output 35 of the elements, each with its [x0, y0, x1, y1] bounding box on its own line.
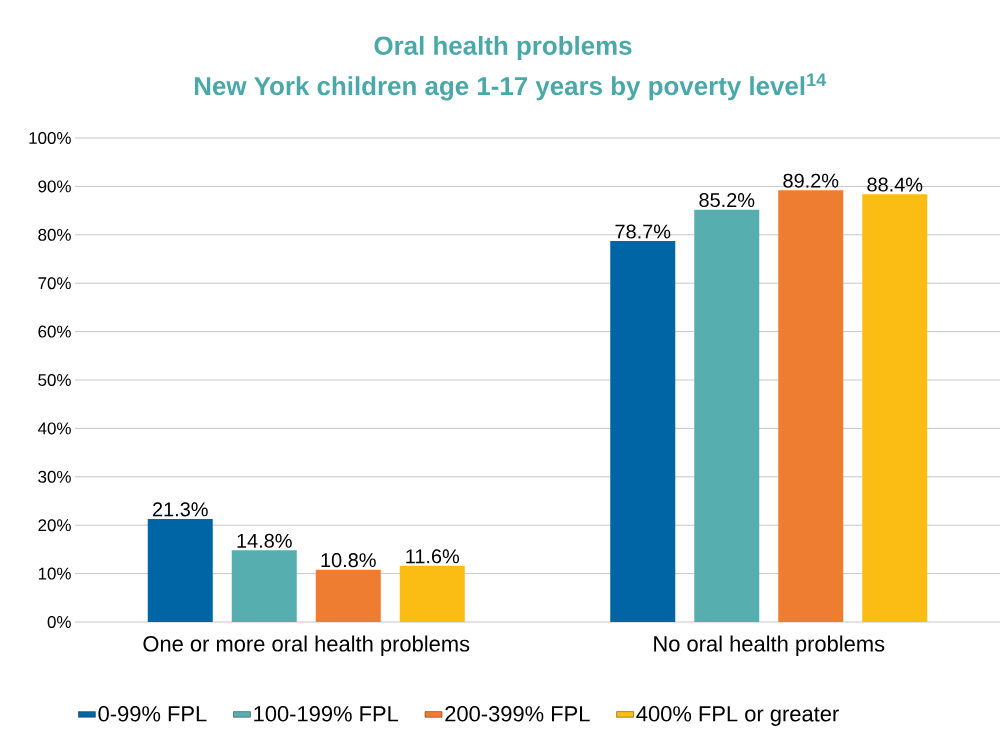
bar	[862, 194, 928, 622]
y-tick-label: 50%	[38, 374, 71, 386]
y-tick-label: 30%	[38, 470, 71, 483]
y-tick-label: 40%	[37, 422, 71, 435]
y-tick-label: 90%	[38, 180, 71, 193]
chart-subtitle: New York children age 1-17 years by poverty level$^{14}$	[194, 73, 827, 101]
legend-label: 0-99% FPL	[98, 706, 207, 722]
y-tick-label: 0%	[47, 616, 71, 628]
data-label: 11.6%	[406, 549, 460, 564]
bar	[231, 550, 297, 622]
x-tick-label: No oral health problems	[654, 635, 885, 656]
data-label: 14.8%	[237, 533, 292, 548]
legend-label: 400% FPL or greater	[636, 706, 839, 726]
data-label: 85.2%	[699, 193, 755, 208]
y-tick-label: 100%	[29, 132, 71, 144]
bar	[778, 190, 844, 622]
data-label: 88.4%	[867, 177, 923, 192]
data-label: 89.2%	[783, 173, 839, 188]
y-tick-label: 70%	[38, 277, 71, 290]
legend-label: 100-199% FPL	[254, 706, 399, 722]
y-tick-label: 10%	[38, 567, 71, 580]
y-tick-label: 80%	[38, 228, 71, 241]
chart-title: Oral health problems	[374, 35, 632, 61]
bar	[694, 209, 760, 622]
bar	[610, 241, 676, 622]
y-tick-label: 20%	[38, 519, 71, 532]
data-label: 21.3%	[153, 502, 208, 517]
data-label: 78.7%	[615, 224, 671, 239]
data-label: 10.8%	[321, 553, 376, 568]
bar	[399, 565, 465, 622]
x-tick-label: One or more oral health problems	[143, 635, 470, 656]
bar	[147, 518, 213, 622]
legend-label: 200-399% FPL	[445, 706, 590, 722]
y-tick-label: 60%	[38, 325, 71, 338]
bar	[315, 569, 381, 622]
